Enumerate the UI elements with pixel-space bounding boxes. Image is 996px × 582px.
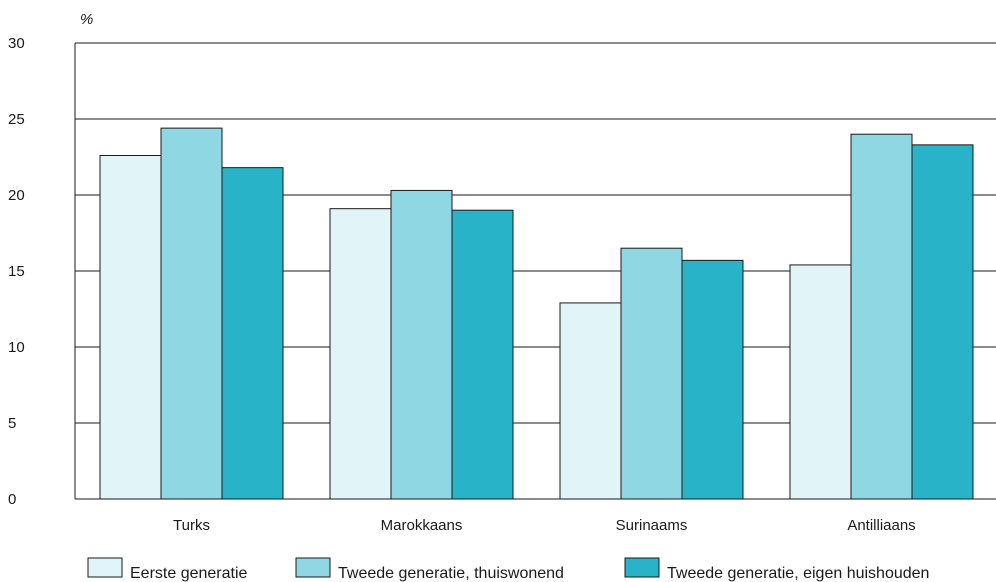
bar: [99, 154, 162, 500]
bar: [789, 264, 852, 500]
legend-label: Eerste generatie: [130, 565, 248, 582]
bar: [681, 259, 744, 500]
bar: [160, 127, 223, 500]
bar: [911, 144, 974, 500]
y-unit-label: %: [80, 11, 93, 28]
y-tick-label: 15: [8, 263, 25, 280]
y-tick-label: 30: [8, 35, 25, 52]
y-tick-label: 20: [8, 187, 25, 204]
bar: [620, 247, 683, 500]
x-tick-label: Antilliaans: [847, 517, 915, 534]
legend-label: Tweede generatie, eigen huishouden: [667, 565, 929, 582]
bar: [329, 208, 392, 500]
legend-swatch: [624, 557, 660, 578]
y-tick-label: 0: [8, 491, 16, 508]
legend-swatch: [87, 557, 123, 578]
bar: [451, 209, 514, 500]
x-tick-label: Marokkaans: [381, 517, 463, 534]
bar: [390, 189, 453, 500]
y-tick-label: 25: [8, 111, 25, 128]
y-tick-label: 5: [8, 415, 16, 432]
bar: [221, 167, 284, 500]
legend: Eerste generatie Tweede generatie, thuisw…: [87, 557, 929, 582]
x-tick-label: Turks: [173, 517, 210, 534]
legend-swatch: [295, 557, 331, 578]
x-tick-label: Surinaams: [616, 517, 688, 534]
bars: [99, 127, 974, 500]
bar: [559, 302, 622, 500]
y-tick-label: 10: [8, 339, 25, 356]
legend-label: Tweede generatie, thuiswonend: [338, 565, 564, 582]
x-axis-ticks: Turks Marokkaans Surinaams Antilliaans: [173, 517, 916, 534]
y-axis-ticks: 0 5 10 15 20 25 30: [8, 35, 25, 508]
bar: [850, 133, 913, 500]
